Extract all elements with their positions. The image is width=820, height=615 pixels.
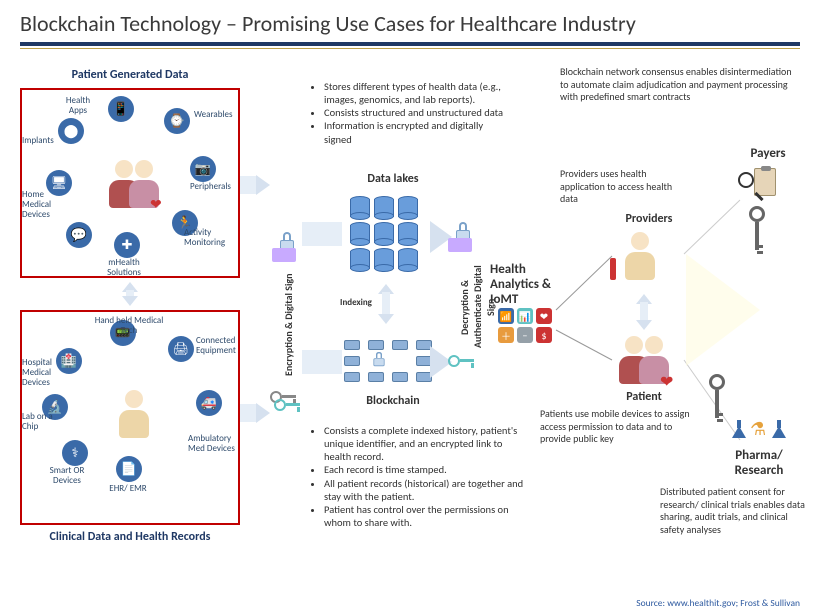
title-rule-thick <box>20 42 800 46</box>
microscope-icon <box>732 420 746 438</box>
arrow2-head <box>256 403 270 423</box>
ehr-icon: 📄 <box>116 456 142 482</box>
chip-icon <box>368 372 384 382</box>
db-icon <box>398 248 418 272</box>
label-providers: Providers <box>614 212 684 226</box>
implant-icon: ⬤ <box>58 118 84 144</box>
watch-icon: ⌚ <box>164 108 190 134</box>
label-clinical-data: Clinical Data and Health Records <box>20 530 240 544</box>
lbl-health-apps: Health Apps <box>58 96 98 116</box>
bullets-bottom: Consists a complete indexed history, pat… <box>310 424 530 529</box>
bt1: Consists structured and unstructured dat… <box>324 106 510 119</box>
big-key-payers <box>748 206 766 254</box>
heart-icon: ❤ <box>150 196 162 213</box>
label-blockchain: Blockchain <box>348 394 438 408</box>
stethoscope-icon <box>610 258 616 280</box>
note-patient: Patients use mobile devices to assign ac… <box>540 408 700 446</box>
lbl-labchip: Lab on a Chip <box>22 412 58 432</box>
indexing-arrow <box>378 284 394 324</box>
updown-arrow-patient-clinical <box>122 282 138 306</box>
bb3: Patient has control over the permissions… <box>324 503 530 529</box>
bb0: Consists a complete indexed history, pat… <box>324 424 530 463</box>
chat-icon: 💬 <box>66 222 92 248</box>
chip-icon <box>344 372 360 382</box>
lbl-conn-equip: Connected Equipment <box>196 336 244 356</box>
label-indexing: Indexing <box>336 298 376 308</box>
db-icon <box>350 196 370 220</box>
label-payers: Payers <box>738 146 798 161</box>
bb2: All patient records (historical) are tog… <box>324 477 530 503</box>
lbl-activity: Activity Monitoring <box>184 228 234 248</box>
chip-icon <box>368 340 384 350</box>
page-title: Blockchain Technology – Promising Use Ca… <box>20 10 800 37</box>
card-icon <box>272 248 296 262</box>
db-icon <box>374 222 394 246</box>
bb1: Each record is time stamped. <box>324 463 530 476</box>
lbl-ehr: EHR/ EMR <box>106 484 150 494</box>
flask-icon <box>772 420 786 438</box>
lbl-implants: Implants <box>22 136 60 146</box>
key-icon-2 <box>448 354 476 368</box>
label-pharma: Pharma/ Research <box>724 448 794 478</box>
label-patient-generated: Patient Generated Data <box>20 68 240 82</box>
mhealth-icon: ✚ <box>114 232 140 258</box>
lbl-handheld: Hand held Medical Tech <box>94 316 164 336</box>
db-icon <box>350 248 370 272</box>
chip-icon <box>344 356 360 366</box>
chip-icon <box>392 340 408 350</box>
label-health-analytics: Health Analytics & IoMT <box>490 262 566 307</box>
lbl-home-med: Home Medical Devices <box>22 190 66 220</box>
db-icon <box>350 222 370 246</box>
conn-equip-icon: 🖨 <box>168 336 194 362</box>
analytics-icons: 📶 📊 ❤ ＋ − $ <box>498 308 552 343</box>
db-icon <box>398 196 418 220</box>
lbl-or-dev: Smart OR Devices <box>44 466 90 486</box>
dna-icon: ⚗ <box>750 418 766 440</box>
doctor-icon <box>116 390 152 438</box>
heart-icon-2: ❤ <box>660 372 673 392</box>
big-key-pharma <box>708 374 726 422</box>
lbl-peripherals: Peripherals <box>190 182 238 192</box>
chip-icon <box>392 372 408 382</box>
db-icon <box>374 196 394 220</box>
label-data-lakes: Data lakes <box>348 172 438 186</box>
db-icon <box>374 248 394 272</box>
bt2: Information is encrypted and digitally s… <box>324 119 510 145</box>
key-icon-1b <box>274 398 302 412</box>
magnify-icon <box>738 172 762 196</box>
source-text: Source: www.healthit.gov; Frost & Sulliv… <box>636 597 800 609</box>
lbl-amb-dev: Ambulatory Med Devices <box>188 434 242 454</box>
camera-icon: 📷 <box>190 156 216 182</box>
lbl-hosp-dev: Hospital Medical Devices <box>22 358 62 388</box>
arrow-in-bottom <box>302 350 342 374</box>
lock-icon-center <box>373 352 384 366</box>
bullets-top: Stores different types of health data (e… <box>310 80 510 146</box>
provider-icon <box>622 232 658 280</box>
or-dev-icon: ⚕ <box>62 440 88 466</box>
lbl-mhealth: mHealth Solutions <box>96 258 152 278</box>
db-icon <box>398 222 418 246</box>
updown-prov-patient <box>636 294 652 330</box>
note-payers: Blockchain network consensus enables dis… <box>560 66 796 104</box>
card-icon-2 <box>448 238 472 252</box>
note-providers: Providers uses health application to acc… <box>560 168 690 206</box>
label-patient: Patient <box>614 390 674 404</box>
lbl-wearables: Wearables <box>194 110 238 120</box>
vlabel-encrypt: Encryption & Digital Sign <box>282 270 295 380</box>
title-rule-thin <box>20 48 800 49</box>
bt0: Stores different types of health data (e… <box>324 80 510 106</box>
arrow-in-top <box>302 222 342 246</box>
note-pharma: Distributed patient consent for research… <box>660 486 810 536</box>
phone-icon: 📱 <box>108 96 134 122</box>
amb-dev-icon: 🚑 <box>196 390 222 416</box>
arrow1-head <box>256 175 270 195</box>
chip-icon <box>344 340 360 350</box>
